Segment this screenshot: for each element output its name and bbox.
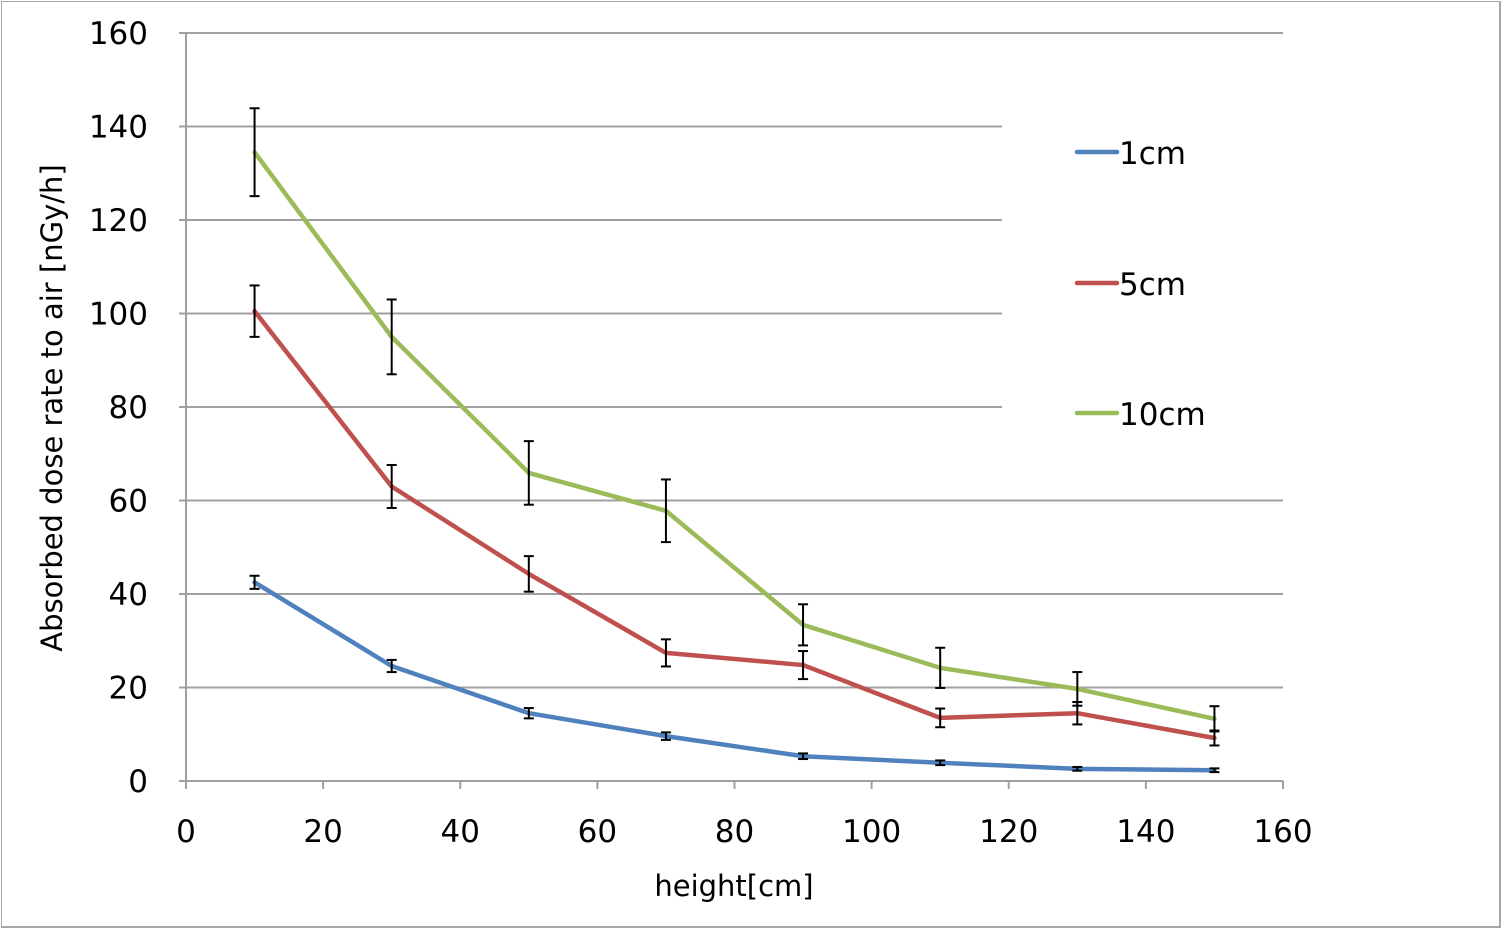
legend-label: 10cm [1119,397,1206,433]
legend-item-5cm: 5cm [1074,267,1186,303]
legend: 1cm 5cm 10cm [1074,136,1206,433]
error-bar-10cm [935,646,946,689]
series-line-1cm [252,580,1217,773]
y-tick-label: 100 [89,297,148,333]
x-tick-label: 140 [1116,814,1175,850]
error-bar-5cm [386,463,397,509]
error-bar-1cm [1209,767,1220,774]
x-tick-label: 120 [979,814,1038,850]
y-tick-label: 60 [109,484,148,520]
error-bar-1cm [1072,765,1083,772]
y-tick-label: 120 [89,203,148,239]
y-tick-label: 20 [109,671,148,707]
error-bar-5cm [523,555,534,593]
x-tick-label: 160 [1253,814,1312,850]
legend-item-1cm: 1cm [1074,136,1186,172]
error-bar-10cm [798,603,809,647]
x-axis-title: height[cm] [654,869,813,903]
y-tick-label: 140 [89,110,148,146]
gridlines [179,32,1283,689]
y-tick-label: 0 [128,764,148,800]
y-tick-labels: 0 20 40 60 80 100 120 140 160 [89,16,148,800]
error-bar-5cm [660,638,671,668]
error-bar-10cm [1209,705,1220,733]
series-line-5cm [252,308,1217,741]
error-bar-1cm [523,707,534,720]
x-tick-labels: 0 20 40 60 80 100 120 140 160 [176,814,1312,850]
series-line-10cm [252,149,1217,722]
x-tick-label: 40 [441,814,480,850]
axes [179,33,1284,789]
y-tick-label: 40 [109,577,148,613]
error-bar-10cm [249,107,260,198]
x-tick-label: 20 [303,814,342,850]
legend-item-10cm: 10cm [1074,397,1206,433]
legend-label: 5cm [1119,267,1186,303]
error-bar-1cm [935,759,946,767]
error-bars [249,107,1220,774]
x-tick-label: 100 [842,814,901,850]
x-tick-label: 60 [578,814,617,850]
error-bar-5cm [249,284,260,338]
error-bar-10cm [523,440,534,506]
error-bar-1cm [249,574,260,590]
error-bar-10cm [1072,671,1083,707]
y-tick-label: 80 [109,390,148,426]
y-tick-label: 160 [89,16,148,52]
x-tick-label: 80 [715,814,754,850]
series-group [252,149,1217,773]
error-bar-1cm [798,752,809,761]
error-bar-10cm [386,298,397,376]
error-bar-1cm [386,658,397,674]
y-axis-title: Absorbed dose rate to air [nGy/h] [35,164,69,651]
error-bar-10cm [660,478,671,544]
legend-label: 1cm [1119,136,1186,172]
error-bar-5cm [798,650,809,681]
x-tick-label: 0 [176,814,196,850]
error-bar-1cm [660,731,671,741]
error-bar-5cm [935,707,946,729]
